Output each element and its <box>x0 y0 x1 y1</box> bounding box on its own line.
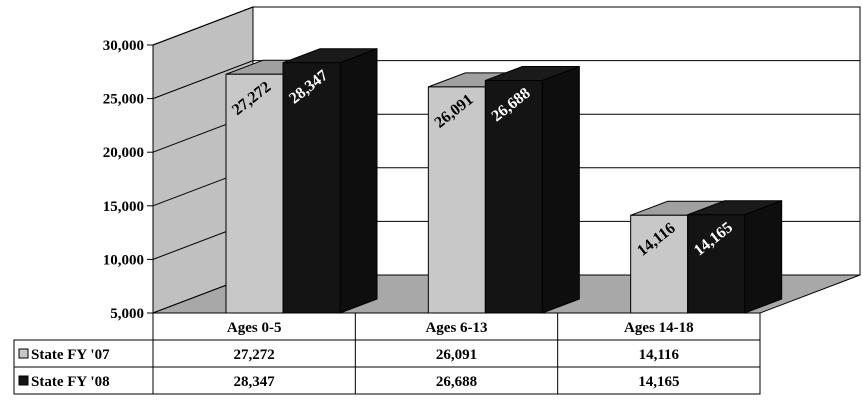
y-axis: 5,000 10,000 15,000 20,000 25,000 30,000 <box>103 38 154 322</box>
y-tick-label: 30,000 <box>103 38 144 54</box>
category-label: Ages 0-5 <box>227 320 282 336</box>
legend-entry: State FY '07 <box>31 347 110 363</box>
table-cell: 28,347 <box>234 374 276 390</box>
y-tick-label: 5,000 <box>110 306 144 322</box>
table-row <box>13 366 761 395</box>
bar-side <box>744 200 783 314</box>
data-table: Ages 0-5 Ages 6-13 Ages 14-18 State FY '07 2… <box>13 312 761 395</box>
legend-entry: State FY '08 <box>31 374 110 390</box>
gridline-side <box>152 6 254 46</box>
bar <box>484 80 543 314</box>
table-cell: 14,116 <box>639 347 680 363</box>
bar-side <box>541 65 580 314</box>
bar <box>282 62 341 314</box>
bar <box>687 214 746 314</box>
bar <box>427 86 486 314</box>
y-tick-label: 25,000 <box>103 92 144 108</box>
y-tick-label: 10,000 <box>103 252 144 268</box>
y-tick-label: 20,000 <box>103 145 144 161</box>
legend-swatch <box>18 375 29 386</box>
category-label: Ages 14-18 <box>624 320 694 336</box>
table-cell: 27,272 <box>234 347 275 363</box>
legend-swatch <box>18 348 29 359</box>
gridline-side <box>152 60 254 100</box>
category-label: Ages 6-13 <box>425 320 487 336</box>
bar-side <box>339 47 378 314</box>
table-cell: 26,091 <box>436 347 477 363</box>
y-tick-label: 15,000 <box>103 199 144 215</box>
table-cell: 14,165 <box>638 374 679 390</box>
bar <box>225 73 284 314</box>
bar <box>630 214 689 314</box>
table-cell: 26,688 <box>436 374 477 390</box>
